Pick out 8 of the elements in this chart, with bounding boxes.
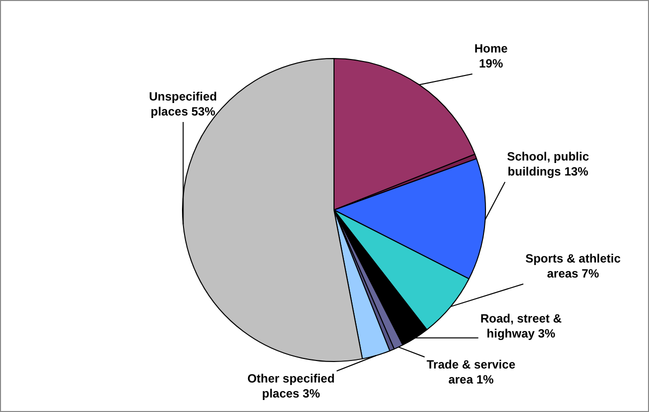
slice-label: Sports & athletic areas 7% bbox=[525, 251, 621, 280]
slice-label: School, public buildings 13% bbox=[506, 149, 590, 178]
slice-label: Home bbox=[474, 41, 508, 56]
slice-label: Unspecified places 53% bbox=[148, 89, 218, 118]
slice-label: Trade & service area 1% bbox=[426, 357, 516, 386]
slice-label: Other specified places 3% bbox=[247, 371, 335, 400]
slice-label: Road, street & highway 3% bbox=[480, 311, 562, 340]
data-label: 19% bbox=[478, 56, 504, 70]
